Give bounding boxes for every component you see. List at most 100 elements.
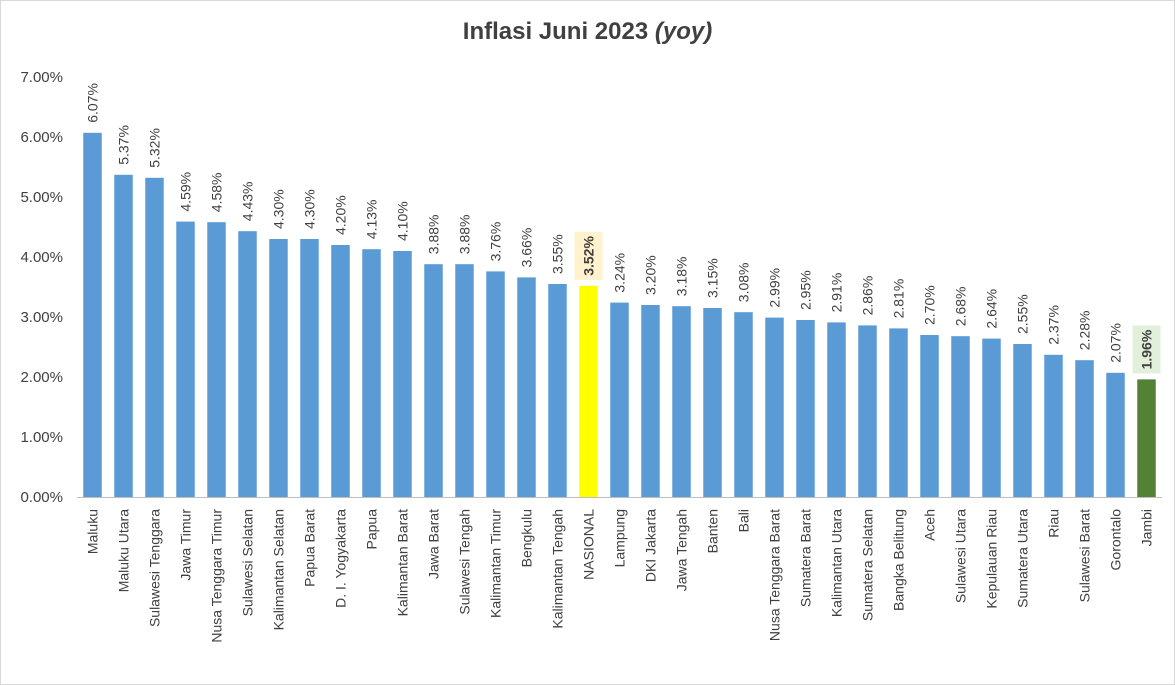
- bar-bengkulu: [517, 277, 536, 497]
- bar-riau: [1044, 354, 1063, 497]
- category-label: Gorontalo: [1108, 509, 1124, 571]
- bar-nusa-tenggara-barat: [765, 317, 784, 497]
- bar-sumatera-utara: [1013, 344, 1032, 497]
- category-label: Jambi: [1139, 509, 1155, 546]
- value-label: 3.66%: [519, 228, 535, 268]
- value-label: 4.30%: [271, 189, 287, 229]
- bar-sulawesi-tenggara: [145, 177, 164, 498]
- bar-nasional: [579, 285, 598, 497]
- bar-lampung: [610, 302, 629, 497]
- value-label: 3.76%: [488, 222, 504, 262]
- bar-gorontalo: [1106, 372, 1125, 497]
- category-label: Jawa Barat: [426, 509, 442, 579]
- value-label: 4.30%: [302, 189, 318, 229]
- value-label: 4.13%: [364, 199, 380, 239]
- category-label: Riau: [1046, 509, 1062, 538]
- bar-bangka-belitung: [889, 328, 908, 497]
- value-label: 2.28%: [1077, 310, 1093, 350]
- category-label: Sumatera Selatan: [860, 509, 876, 621]
- category-label: Bengkulu: [519, 509, 535, 567]
- y-tick-label: 3.00%: [20, 309, 63, 326]
- bar-sulawesi-barat: [1075, 360, 1094, 497]
- category-label: Jawa Timur: [178, 509, 194, 581]
- bar-sumatera-selatan: [858, 325, 877, 497]
- bar-kalimantan-barat: [393, 251, 412, 497]
- bar-jawa-timur: [176, 221, 195, 497]
- bar-jambi: [1137, 379, 1156, 497]
- bar-kalimantan-selatan: [269, 239, 288, 497]
- bar-d-i-yogyakarta: [331, 245, 350, 497]
- y-tick-label: 2.00%: [20, 369, 63, 386]
- y-tick-label: 5.00%: [20, 189, 63, 206]
- value-label: 2.07%: [1108, 323, 1124, 363]
- bar-dki-jakarta: [641, 305, 660, 497]
- bar-sulawesi-selatan: [238, 231, 257, 497]
- value-label: 2.95%: [798, 270, 814, 310]
- value-label: 3.52%: [581, 236, 597, 276]
- value-label: 2.64%: [984, 289, 1000, 329]
- value-label: 3.08%: [736, 262, 752, 302]
- bar-kalimantan-utara: [827, 322, 846, 497]
- value-label: 3.15%: [705, 258, 721, 298]
- value-label: 2.81%: [891, 279, 907, 319]
- value-label: 3.20%: [643, 255, 659, 295]
- value-label: 4.58%: [209, 172, 225, 212]
- value-label: 5.32%: [147, 128, 163, 168]
- value-label-highlight: [1132, 325, 1161, 374]
- category-label: D. I. Yogyakarta: [333, 509, 349, 608]
- value-label: 2.55%: [1015, 294, 1031, 334]
- bar-maluku-utara: [114, 174, 133, 498]
- category-label: Maluku Utara: [116, 509, 132, 592]
- category-label: Kalimantan Selatan: [271, 509, 287, 630]
- category-label: Papua Barat: [302, 509, 318, 587]
- y-tick-label: 4.00%: [20, 249, 63, 266]
- bar-banten: [703, 308, 722, 497]
- category-label: Maluku: [85, 509, 101, 554]
- bar-kalimantan-timur: [486, 271, 505, 497]
- y-tick-label: 1.00%: [20, 429, 63, 446]
- value-label: 2.91%: [829, 273, 845, 313]
- category-label: Jawa Tengah: [674, 509, 690, 591]
- category-label: Bangka Belitung: [891, 509, 907, 611]
- bar-sumatera-barat: [796, 320, 815, 497]
- chart-title-main: Inflasi Juni 2023: [462, 18, 649, 45]
- bar-sulawesi-utara: [951, 336, 970, 497]
- category-label: Bali: [736, 509, 752, 532]
- value-label: 2.99%: [767, 268, 783, 308]
- category-label: Kalimantan Barat: [395, 509, 411, 617]
- bar-papua: [362, 249, 381, 497]
- category-label: Nusa Tenggara Barat: [767, 509, 783, 641]
- category-label: Nusa Tenggara Timur: [209, 509, 225, 643]
- category-label: Lampung: [612, 509, 628, 567]
- category-label: Banten: [705, 509, 721, 553]
- value-label: 3.24%: [612, 253, 628, 293]
- value-label: 4.10%: [395, 201, 411, 241]
- value-label: 2.70%: [922, 285, 938, 325]
- value-label: 3.18%: [674, 256, 690, 296]
- value-label: 2.68%: [953, 286, 969, 326]
- category-label: Sulawesi Utara: [953, 509, 969, 603]
- bar-papua-barat: [300, 239, 319, 497]
- category-label: Sumatera Barat: [798, 509, 814, 607]
- category-label: Kepulauan Riau: [984, 509, 1000, 609]
- y-tick-label: 6.00%: [20, 129, 63, 146]
- category-label: Sulawesi Tenggara: [147, 509, 163, 627]
- value-label: 2.86%: [860, 276, 876, 316]
- category-label: Sulawesi Tengah: [457, 509, 473, 615]
- value-label: 4.59%: [178, 172, 194, 212]
- bar-maluku: [83, 132, 102, 498]
- value-label-highlight: [574, 231, 603, 280]
- chart-title: Inflasi Juni 2023 (yoy): [0, 18, 1175, 46]
- value-label: 4.20%: [333, 195, 349, 235]
- bar-jawa-barat: [424, 264, 443, 497]
- category-label: Kalimantan Tengah: [550, 509, 566, 629]
- value-label: 3.88%: [426, 214, 442, 254]
- category-label: Aceh: [922, 509, 938, 541]
- bar-aceh: [920, 335, 939, 497]
- value-label: 2.37%: [1046, 305, 1062, 345]
- value-label: 1.96%: [1139, 329, 1155, 369]
- bar-bali: [734, 312, 753, 497]
- category-label: Kalimantan Timur: [488, 509, 504, 618]
- category-label: Sulawesi Selatan: [240, 509, 256, 616]
